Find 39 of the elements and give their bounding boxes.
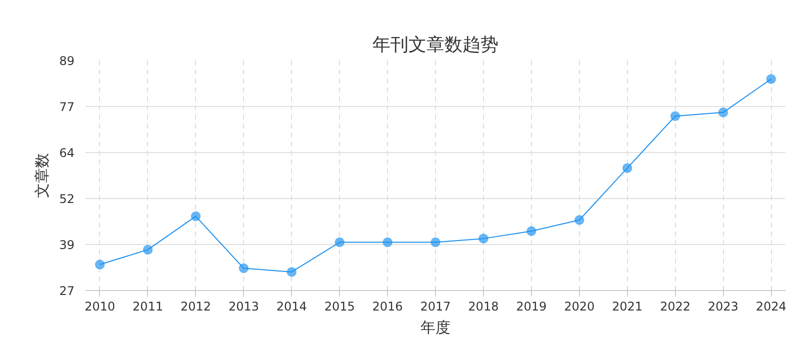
chart-title: 年刊文章数趋势: [372, 34, 498, 56]
point: [622, 163, 632, 174]
point: [142, 244, 153, 255]
y-tick-label: 89: [59, 54, 75, 68]
point: [574, 215, 584, 226]
y-tick-label: 77: [59, 100, 75, 114]
x-tick-label: 2015: [324, 300, 355, 314]
x-tick-label: 2022: [660, 300, 691, 314]
x-tick-label: 2020: [564, 300, 595, 314]
x-tick-label: 2024: [756, 300, 786, 314]
x-tick-label: 2012: [180, 300, 212, 314]
x-tick-label: 2018: [468, 300, 499, 314]
y-tick-label: 39: [59, 238, 75, 252]
y-tick-label: 52: [59, 192, 75, 206]
point: [766, 74, 776, 84]
x-tick-label: 2014: [276, 300, 307, 314]
x-tick-label: 2011: [132, 300, 164, 314]
point: [190, 211, 201, 222]
y-tick-label: 27: [59, 284, 75, 298]
x-axis-title: 年度: [420, 318, 450, 336]
point: [670, 111, 680, 122]
x-tick-label: 2010: [84, 300, 116, 314]
x-tick-label: 2021: [612, 300, 643, 314]
y-axis-title: 文章数: [33, 153, 52, 198]
x-tick-label: 2023: [708, 300, 738, 314]
point: [718, 107, 728, 118]
point: [286, 266, 297, 277]
point: [526, 226, 536, 236]
point: [478, 234, 488, 244]
x-tick-label: 2017: [420, 300, 451, 314]
point: [430, 237, 440, 248]
x-tick-label: 2016: [372, 300, 403, 314]
point: [334, 237, 345, 248]
x-tick-label: 2019: [516, 300, 547, 314]
point: [382, 237, 393, 248]
y-tick-label: 64: [59, 146, 75, 160]
point: [94, 260, 105, 270]
x-tick-label: 2013: [228, 300, 259, 314]
point: [238, 263, 249, 274]
